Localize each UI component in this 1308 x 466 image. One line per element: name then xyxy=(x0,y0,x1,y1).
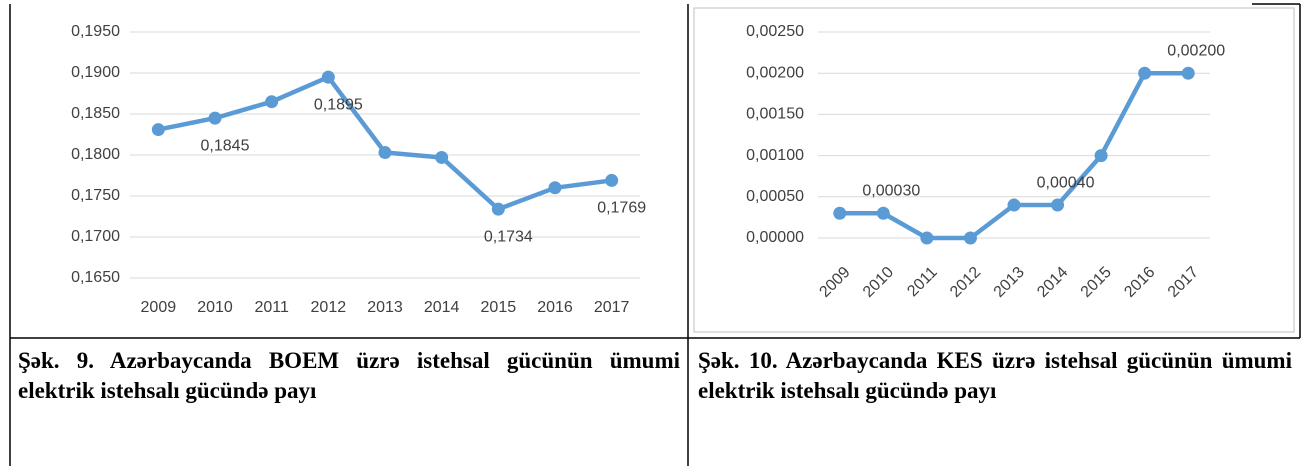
x-tick-label: 2012 xyxy=(311,299,347,316)
data-label: 0,1895 xyxy=(314,96,363,113)
x-tick-label: 2013 xyxy=(991,264,1028,301)
data-point xyxy=(548,181,562,195)
chart-frame xyxy=(693,7,1295,333)
y-tick-label: 0,1750 xyxy=(71,187,120,204)
data-point xyxy=(833,206,847,220)
x-tick-label: 2009 xyxy=(141,299,177,316)
data-point xyxy=(963,231,977,245)
y-tick-label: 0,1900 xyxy=(71,64,120,81)
data-point xyxy=(321,70,335,84)
data-point xyxy=(265,95,279,109)
x-tick-label: 2016 xyxy=(537,299,573,316)
x-tick-label: 2011 xyxy=(254,299,289,316)
y-tick-label: 0,00250 xyxy=(746,23,804,40)
data-label: 0,00040 xyxy=(1037,174,1095,191)
y-tick-label: 0,1650 xyxy=(71,269,120,286)
data-label: 0,00030 xyxy=(862,182,920,199)
x-tick-label: 2010 xyxy=(860,264,897,301)
x-tick-label: 2014 xyxy=(1034,264,1071,301)
data-label: 0,1845 xyxy=(201,137,250,154)
data-point xyxy=(876,206,890,220)
data-point xyxy=(605,173,619,187)
x-tick-label: 2017 xyxy=(594,299,630,316)
x-tick-label: 2015 xyxy=(1078,264,1115,301)
y-tick-label: 0,1950 xyxy=(71,23,120,40)
data-point xyxy=(151,123,165,137)
x-tick-label: 2011 xyxy=(904,264,940,300)
caption: Şək. 10. Azərbaycanda KES üzrə istehsal … xyxy=(698,348,1292,403)
data-point xyxy=(378,146,392,160)
data-label: 0,1769 xyxy=(597,200,646,217)
x-tick-label: 2014 xyxy=(424,299,460,316)
data-point xyxy=(208,111,222,125)
data-point xyxy=(1181,66,1195,80)
y-tick-label: 0,00150 xyxy=(746,106,804,123)
data-label: 0,1734 xyxy=(484,228,533,245)
data-point xyxy=(1094,149,1108,163)
x-tick-label: 2017 xyxy=(1165,264,1202,301)
data-point xyxy=(491,202,505,216)
x-tick-label: 2015 xyxy=(481,299,517,316)
y-tick-label: 0,00000 xyxy=(746,229,804,246)
x-tick-label: 2012 xyxy=(947,264,984,301)
data-point xyxy=(1051,198,1065,212)
x-tick-label: 2013 xyxy=(367,299,403,316)
y-tick-label: 0,00100 xyxy=(746,147,804,164)
x-tick-label: 2016 xyxy=(1121,264,1158,301)
y-tick-label: 0,1800 xyxy=(71,146,120,163)
data-label: 0,00200 xyxy=(1167,42,1225,59)
x-tick-label: 2009 xyxy=(816,264,853,301)
data-point xyxy=(435,150,449,164)
x-tick-label: 2010 xyxy=(197,299,233,316)
y-tick-label: 0,1700 xyxy=(71,228,120,245)
y-tick-label: 0,1850 xyxy=(71,105,120,122)
data-point xyxy=(1138,66,1152,80)
data-point xyxy=(1007,198,1021,212)
y-tick-label: 0,00050 xyxy=(746,188,804,205)
data-point xyxy=(920,231,934,245)
y-tick-label: 0,00200 xyxy=(746,64,804,81)
caption: Şək. 9. Azərbaycanda BOEM üzrə istehsal … xyxy=(18,348,680,403)
